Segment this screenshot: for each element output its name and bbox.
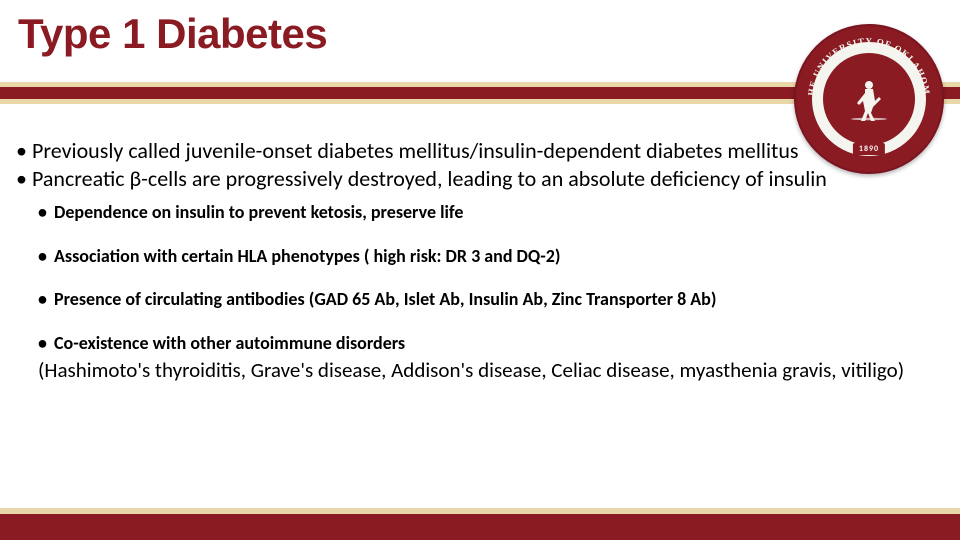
sower-figure-icon <box>849 77 889 121</box>
sub-bullet-item: Association with certain HLA phenotypes … <box>38 246 946 268</box>
sub-bullet-list: Dependence on insulin to prevent ketosis… <box>38 202 946 354</box>
sub-bullet-item: Presence of circulating antibodies (GAD … <box>38 289 946 311</box>
sub-bullet-item: Co-existence with other autoimmune disor… <box>38 333 946 355</box>
slide-content: Previously called juvenile-onset diabete… <box>14 138 946 383</box>
coexist-detail-text: (Hashimoto's thyroiditis, Grave's diseas… <box>38 358 946 383</box>
bottom-divider-band <box>0 508 960 540</box>
sub-bullet-item: Dependence on insulin to prevent ketosis… <box>38 202 946 224</box>
slide-title: Type 1 Diabetes <box>18 10 327 58</box>
university-seal: THE UNIVERSITY OF OKLAHOMA CIVI ET REIPU… <box>794 24 944 174</box>
seal-year: 1890 <box>853 143 885 155</box>
